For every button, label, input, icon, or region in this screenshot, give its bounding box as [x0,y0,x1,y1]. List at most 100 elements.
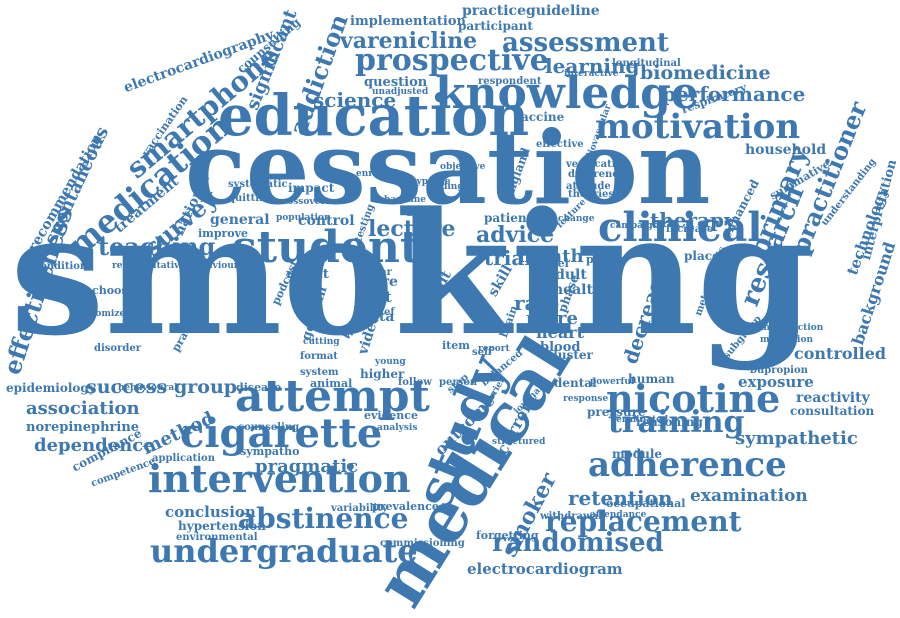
cloud-word-health: health [553,282,604,298]
cloud-word-model: model [531,257,569,270]
cloud-word-difference: difference [568,169,625,180]
cloud-word-introduction: introduction [760,323,824,333]
cloud-word-lecture: lecture [368,216,456,242]
cloud-word-consultation: consultation [790,404,875,418]
cloud-word-person: person [439,377,478,388]
cloud-word-longitudinal: longitudinal [612,58,681,69]
cloud-word-data: data [360,309,395,325]
cloud-word-association: association [26,398,140,419]
cloud-word-variability: variability [331,503,388,514]
cloud-word-trial: trial [484,246,532,270]
cloud-word-commissioning: commissioning [380,538,465,549]
cloud-word-environmental: environmental [176,532,258,543]
cloud-word-general: general [210,212,270,228]
cloud-word-participant: participant [458,19,533,33]
cloud-word-higher: higher [360,367,405,381]
cloud-word-clinical: clinical [598,204,763,251]
cloud-word-examination: examination [690,486,808,506]
cloud-word-public: public [586,253,625,266]
cloud-word-pressure: pressure [587,405,646,419]
cloud-word-population: population [276,213,331,223]
cloud-word-finding: finding [428,182,464,192]
cloud-word-nicotine: nicotine [606,376,781,421]
cloud-word-therapy: therapy [650,208,736,232]
cloud-word-rate: rate [514,291,560,315]
cloud-word-electrocardiogram: electrocardiogram [467,560,623,578]
cloud-word-animal: animal [310,377,353,390]
cloud-word-success: success [86,376,168,398]
cloud-word-abstinence: abstinence [238,502,409,535]
cloud-word-attempt: attempt [235,371,430,422]
cloud-word-unadjusted: unadjusted [372,87,429,97]
cloud-word-biomedicine: biomedicine [640,62,771,84]
cloud-word-disease: disease [236,381,282,394]
cloud-word-norepinephrine: norepinephrine [26,420,140,435]
cloud-word-human: human [628,372,675,386]
cloud-word-cluster: cluster [546,348,593,362]
cloud-word-sympathetic: sympathetic [735,428,858,449]
cloud-word-heart: heart [536,323,584,342]
cloud-word-evidence: evidence [364,409,418,422]
cloud-word-forgetting: forgetting [476,529,539,542]
cloud-word-theories: theories [568,189,614,200]
cloud-word-reasoning: reasoning [636,415,703,429]
cloud-word-dependence: dependence [34,435,155,456]
cloud-word-crossover: crossover [277,197,326,207]
cloud-word-performance: performance [662,82,806,106]
cloud-word-learning: learning [545,54,640,78]
cloud-word-group: group [174,376,238,398]
cloud-word-control: control [298,213,355,229]
cloud-word-conclusion: conclusion [165,503,256,521]
cloud-word-follow: follow [398,377,432,388]
cloud-word-cutting: cutting [303,337,340,347]
cloud-word-care: care [364,274,398,290]
cloud-word-test: test [360,288,392,306]
cloud-word-competence: competence [89,456,157,490]
cloud-word-prospective: prospective [355,43,549,78]
cloud-word-choosing: choosing [92,284,148,297]
cloud-word-education: education [218,83,530,149]
cloud-word-more: more [526,308,578,329]
cloud-word-science: science [313,88,397,112]
cloud-word-terminated: terminated [612,415,669,425]
cloud-word-design: design [406,209,440,219]
cloud-word-month: month [518,246,584,267]
cloud-word-impact: impact [288,181,335,195]
cloud-word-campaign: campaign [610,221,660,231]
cloud-word-cigarette: cigarette [180,410,383,457]
cloud-word-change: change [558,214,595,224]
cloud-word-system: system [300,367,339,378]
cloud-word-systematic: systematic [228,179,288,190]
cloud-word-behavioural: behavioural [118,383,178,393]
cloud-word-application: application [152,453,215,464]
cloud-word-verification: verification [566,159,630,170]
cloud-word-condition: condition [34,261,88,272]
cloud-word-vaccine: vaccine [514,110,565,124]
cloud-word-occupational: occupational [606,497,686,510]
cloud-word-prevalence: prevalence [372,500,439,513]
cloud-word-young: young [375,357,406,367]
cloud-word-exposure: exposure [738,373,814,391]
cloud-word-randomised: randomised [492,528,664,558]
cloud-word-quitting: quitting [228,193,274,204]
cloud-word-household: household [745,142,827,158]
cloud-word-question: question [364,75,428,90]
cloud-word-attitude: attitude [566,181,611,192]
cloud-word-randomized: randomized [72,309,132,319]
cloud-word-report: report [478,344,510,354]
cloud-word-knowledge: knowledge [435,68,699,119]
cloud-word-replacement: replacement [545,505,742,538]
cloud-word-teaching: teaching [98,232,216,261]
cloud-word-result: result [286,267,329,282]
cloud-word-retention: retention [568,486,673,510]
cloud-word-improve: improve [198,227,249,240]
cloud-word-reactivity: reactivity [796,390,870,406]
cloud-word-bupropion: bupropion [750,365,808,376]
cloud-word-adherence: adherence [588,445,787,485]
cloud-word-cessation: cessation [185,109,711,227]
cloud-word-baseline: baseline [384,195,427,205]
cloud-word-placebo: placebo [684,249,737,263]
cloud-word-format: format [300,351,338,362]
cloud-word-assessment: assessment [502,28,669,58]
cloud-word-varenicline: varenicline [340,28,478,54]
